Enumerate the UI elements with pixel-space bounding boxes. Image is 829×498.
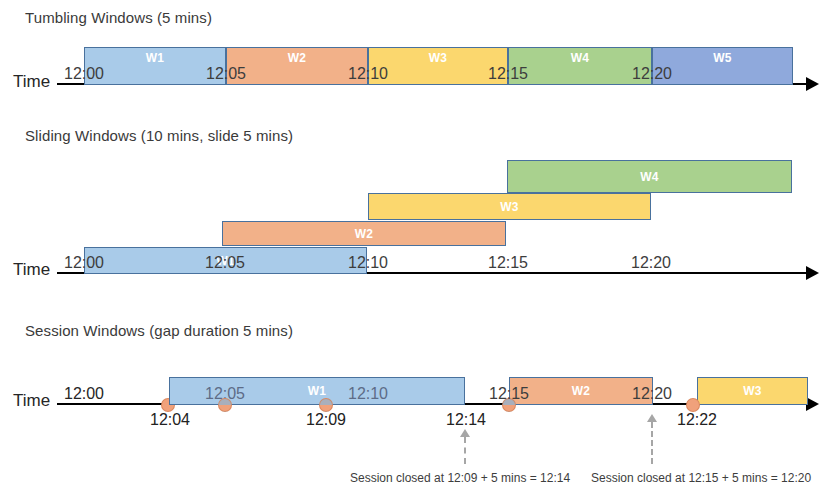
event-time-label: 12:04: [150, 411, 190, 429]
window-label: W3: [369, 51, 507, 65]
tumbling-window-w4: W4: [508, 47, 652, 85]
sliding-title: Sliding Windows (10 mins, slide 5 mins): [25, 127, 293, 144]
tumbling-window-w5: W5: [652, 47, 793, 85]
window-label: W2: [510, 384, 652, 398]
window-label: W5: [653, 51, 792, 65]
window-label: W4: [508, 170, 791, 184]
dashed-arrow-line: [464, 437, 466, 464]
session-tick: 12:20: [632, 384, 672, 404]
tumbling-window-w2: W2: [226, 47, 368, 85]
sliding-window-w3: W3: [368, 193, 651, 220]
dashed-arrow-icon: [460, 429, 470, 437]
event-time-label: 12:14: [446, 411, 486, 429]
sliding-window-w2: W2: [222, 221, 506, 246]
window-label: W2: [223, 227, 505, 241]
session-tick: 12:15: [489, 384, 529, 404]
window-label: W4: [509, 51, 651, 65]
sliding-time-label: Time: [13, 260, 50, 280]
tumbling-tick: 12:15: [488, 64, 528, 84]
tumbling-window-w1: W1: [84, 47, 226, 85]
dashed-arrow-line: [651, 422, 653, 464]
window-label: W1: [85, 51, 225, 65]
event-dot: [218, 398, 232, 412]
tumbling-axis-arrow-icon: [806, 77, 819, 91]
sliding-tick: 12:15: [488, 253, 528, 273]
session-title: Session Windows (gap duration 5 mins): [25, 322, 293, 339]
session-close-annotation: Session closed at 12:15 + 5 mins = 12:20: [591, 471, 811, 485]
tumbling-title: Tumbling Windows (5 mins): [25, 9, 212, 26]
sliding-tick: 12:10: [348, 253, 388, 273]
tumbling-tick: 12:00: [64, 64, 104, 84]
session-time-label: Time: [13, 391, 50, 411]
windowing-diagram: Tumbling Windows (5 mins) Time W1 W2 W3 …: [0, 0, 829, 498]
tumbling-tick: 12:20: [632, 64, 672, 84]
sliding-tick: 12:20: [631, 253, 671, 273]
session-tick: 12:10: [348, 384, 388, 404]
sliding-tick: 12:05: [205, 253, 245, 273]
sliding-window-w4: W4: [507, 160, 792, 193]
event-time-label: 12:22: [677, 411, 717, 429]
sliding-axis-arrow-icon: [806, 266, 819, 280]
tumbling-tick: 12:10: [348, 64, 388, 84]
event-time-label: 12:09: [306, 411, 346, 429]
window-label: W3: [698, 384, 807, 398]
sliding-tick: 12:00: [64, 253, 104, 273]
tumbling-tick: 12:05: [206, 64, 246, 84]
window-label: W3: [369, 200, 650, 214]
dashed-arrow-icon: [647, 414, 657, 422]
event-dot: [319, 398, 333, 412]
session-close-annotation: Session closed at 12:09 + 5 mins = 12:14: [350, 471, 570, 485]
event-dot: [686, 398, 700, 412]
tumbling-time-label: Time: [13, 72, 50, 92]
session-tick: 12:00: [64, 384, 104, 404]
session-window-w3: W3: [697, 377, 808, 405]
window-label: W2: [227, 51, 367, 65]
